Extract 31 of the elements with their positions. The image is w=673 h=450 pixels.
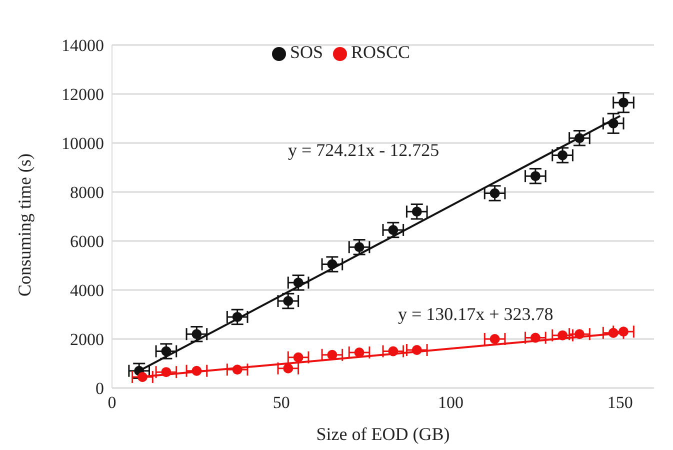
point [283,296,294,306]
y-axis-title: Consuming time (s) [14,153,34,296]
point [490,334,500,344]
point [490,188,500,198]
y-tick-label: 2000 [70,330,104,350]
y-tick-label: 6000 [70,232,104,252]
point [558,150,568,160]
x-tick-label: 150 [607,393,633,412]
point [192,329,202,340]
legend-label: ROSCC [351,42,410,62]
x-axis-title: Size of EOD (GB) [316,424,450,444]
point [354,242,364,252]
point [388,224,398,235]
x-tick-label: 100 [438,393,464,412]
legend-label: SOS [290,42,323,62]
y-tick-label: 10000 [62,134,104,154]
annotation: y = 724.21x - 12.725 [288,140,440,161]
y-tick-label: 4000 [70,281,104,300]
y-tick-label: 12000 [62,85,104,104]
y-tick-label: 0 [96,379,104,398]
point [618,98,629,108]
y-tick-label: 8000 [70,183,104,202]
y-tick-label: 14000 [62,36,104,56]
point [412,206,422,217]
point [530,171,540,182]
x-tick-label: 50 [272,393,290,412]
x-tick-label: 0 [108,393,116,412]
point [283,363,294,374]
point [293,352,304,362]
annotation: y = 130.17x + 323.78 [398,304,554,325]
point [161,346,172,356]
